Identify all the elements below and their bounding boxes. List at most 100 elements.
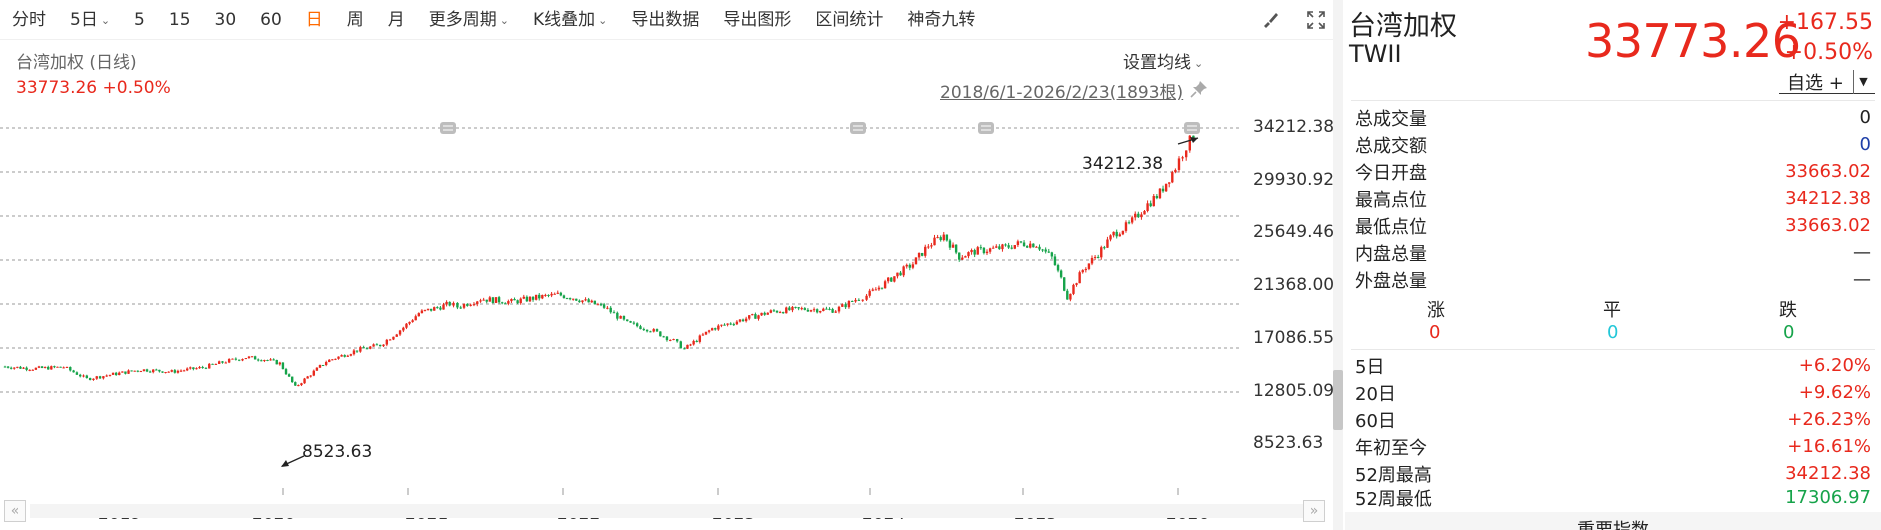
brush-icon[interactable] <box>1258 8 1282 32</box>
candle-body <box>985 251 989 254</box>
ma-setting-menu[interactable]: 设置均线 ⌄ <box>1123 53 1204 73</box>
candle-body <box>991 247 995 249</box>
event-marker-icon[interactable] <box>440 122 456 134</box>
candle-body <box>1063 277 1066 291</box>
tab-30min[interactable]: 30 <box>214 9 237 30</box>
y-tick-label: 29930.92 <box>1253 170 1335 190</box>
candle-body <box>211 363 214 365</box>
tab-15min[interactable]: 15 <box>168 9 191 30</box>
fullscreen-icon[interactable] <box>1304 8 1328 32</box>
tab-5min[interactable]: 5 <box>134 9 145 30</box>
candle-body <box>92 378 95 380</box>
candle-body <box>500 302 504 304</box>
candle-body <box>812 309 816 311</box>
candle-body <box>269 359 272 361</box>
candle-body <box>954 244 958 253</box>
candle-body <box>56 366 59 368</box>
candle-body <box>642 329 645 331</box>
candle-body <box>828 308 831 310</box>
candle-body <box>1056 265 1060 271</box>
candle-body <box>250 356 254 358</box>
tab-5day[interactable]: 5日 ⌄ <box>58 0 122 40</box>
candle-body <box>562 295 566 299</box>
kline-chart[interactable]: 台湾加权 (日线) 33773.26 +0.50% 设置均线 ⌄ 2018/6/1… <box>0 40 1334 530</box>
candle-body <box>491 297 495 303</box>
candle-body <box>550 293 553 296</box>
candle-body <box>105 375 108 377</box>
event-marker-icon[interactable] <box>978 122 994 134</box>
candle-body <box>701 334 705 336</box>
candle-body <box>133 370 136 372</box>
return-row: 52周最高 34212.38 <box>1355 463 1871 486</box>
candle-body <box>297 385 300 387</box>
candle-body <box>1188 135 1191 151</box>
candle-body <box>528 296 532 302</box>
tab-daily[interactable]: 日 <box>305 9 323 30</box>
candle-body <box>442 304 445 310</box>
candle-body <box>382 344 385 347</box>
scroll-left-button[interactable]: « <box>4 500 26 522</box>
magic-nine-button[interactable]: 神奇九转 <box>907 9 976 30</box>
candle-body <box>1149 203 1152 207</box>
candle-body <box>221 361 224 363</box>
tab-intraday[interactable]: 分时 <box>12 9 46 30</box>
chevron-down-icon: ⌄ <box>100 13 111 27</box>
range-stats-button[interactable]: 区间统计 <box>815 9 884 30</box>
chart-scrollbar[interactable] <box>30 504 1310 518</box>
candle-body <box>689 344 692 346</box>
candle-body <box>352 350 356 355</box>
candle-body <box>880 287 884 289</box>
candle-body <box>748 315 751 319</box>
candle-body <box>504 303 507 305</box>
candle-body <box>896 272 899 277</box>
up-count-label: 涨 <box>1427 300 1445 321</box>
export-data-button[interactable]: 导出数据 <box>631 9 700 30</box>
candle-body <box>1137 213 1140 218</box>
candle-body <box>312 370 316 376</box>
candle-body <box>942 234 945 241</box>
candle-body <box>695 340 698 342</box>
candle-body <box>257 359 260 361</box>
annotation-arrows <box>281 137 1199 467</box>
tab-60min[interactable]: 60 <box>260 9 282 30</box>
export-chart-button[interactable]: 导出图形 <box>723 9 792 30</box>
candle-body <box>3 366 7 368</box>
event-marker-icon[interactable] <box>1184 122 1200 134</box>
candle-body <box>659 331 662 337</box>
candle-body <box>803 308 807 310</box>
return-row: 5日 +6.20% <box>1355 355 1871 378</box>
candle-body <box>227 359 231 363</box>
candle-body <box>714 328 717 330</box>
candle-body <box>599 304 603 306</box>
tab-weekly[interactable]: 周 <box>346 9 364 30</box>
panel-splitter[interactable] <box>1333 0 1343 530</box>
candle-body <box>675 339 679 342</box>
caret-down-icon[interactable]: ▼ <box>1853 69 1873 94</box>
candle-body <box>340 355 343 357</box>
pin-icon[interactable] <box>1190 80 1208 102</box>
candle-body <box>905 264 908 267</box>
candle-body <box>272 359 275 361</box>
add-watchlist-button[interactable]: 自选 + ▼ <box>1779 69 1875 94</box>
candle-body <box>472 304 476 306</box>
candle-body <box>324 362 328 366</box>
k-overlay-menu[interactable]: K线叠加 ⌄ <box>521 0 619 40</box>
candle-body <box>1093 256 1097 258</box>
splitter-handle[interactable] <box>1333 370 1343 430</box>
chart-canvas[interactable] <box>0 40 1330 530</box>
candle-body <box>877 287 881 290</box>
stat-row: 最高点位 34212.38 <box>1355 188 1871 211</box>
candle-body <box>806 309 810 312</box>
candle-body <box>185 368 189 371</box>
more-periods-menu[interactable]: 更多周期 ⌄ <box>417 0 521 40</box>
candle-body <box>1155 195 1159 199</box>
candle-body <box>927 246 930 248</box>
important-index-tab[interactable]: 重要指数 <box>1345 512 1881 530</box>
return-row: 60日 +26.23% <box>1355 409 1871 432</box>
candle-body <box>958 252 961 260</box>
scroll-right-button[interactable]: » <box>1303 500 1325 522</box>
event-marker-icon[interactable] <box>850 122 866 134</box>
candle-body <box>1044 249 1047 252</box>
date-range-label[interactable]: 2018/6/1-2026/2/23(1893根) <box>940 83 1184 103</box>
tab-monthly[interactable]: 月 <box>387 9 405 30</box>
